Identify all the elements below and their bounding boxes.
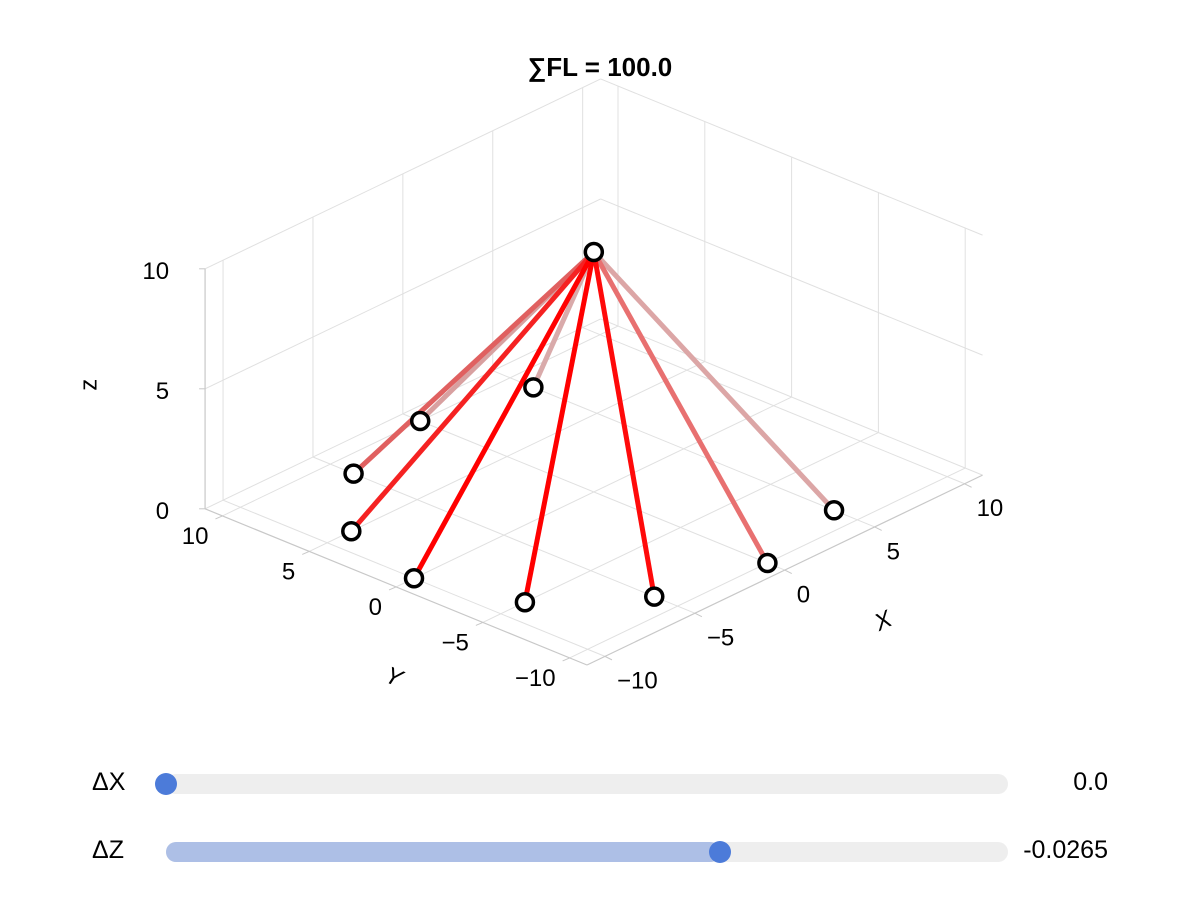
floor-gridline-y — [395, 396, 792, 588]
cable-line — [349, 250, 596, 533]
cable-line — [591, 251, 657, 598]
y-tick-label: 10 — [182, 523, 209, 550]
z-axis-label: z — [75, 379, 102, 391]
3d-line-chart: −10 −5 0 5 10 −10 −5 0 5 10 0 5 10 X Yz — [75, 78, 1004, 695]
apex-point — [583, 241, 605, 263]
x-tick-label: 0 — [797, 581, 810, 608]
delta-z-handle[interactable] — [709, 841, 732, 863]
anchor-point — [514, 591, 536, 613]
delta-x-label: ΔX — [92, 768, 126, 796]
x-tick-label: −10 — [617, 668, 658, 695]
anchor-point — [644, 586, 665, 607]
x-tick-label: 10 — [977, 495, 1004, 522]
anchor-point — [523, 377, 544, 398]
delta-x-track[interactable] — [155, 773, 1008, 795]
delta-x-value: 0.0 — [1073, 768, 1108, 796]
z-tick-label: 0 — [156, 498, 169, 525]
x-tick — [694, 612, 703, 618]
y-axis-label: Y — [381, 662, 408, 694]
anchor-point — [343, 463, 364, 484]
floor-gridline-y — [309, 361, 706, 552]
x-tick — [964, 483, 972, 488]
wall-gridline-z2 — [600, 318, 983, 476]
cable-line — [591, 250, 770, 565]
anchor-point — [823, 500, 845, 521]
y-tick-label: 0 — [369, 594, 382, 621]
cable-line — [591, 250, 836, 513]
y-tick-label: −5 — [441, 630, 468, 657]
floor-gridline-y — [482, 432, 879, 623]
wall-gridline-z — [204, 318, 601, 510]
y-tick-label: 5 — [282, 559, 295, 586]
chart-title: ∑FL = 100.0 — [527, 52, 673, 82]
delta-x-slider[interactable]: ΔX 0.0 — [0, 764, 1200, 804]
delta-z-value: -0.0265 — [1023, 836, 1108, 864]
y-tick — [215, 515, 223, 520]
y-tick — [562, 657, 570, 662]
z-tick-label: 10 — [142, 258, 169, 285]
delta-z-label: ΔZ — [92, 836, 124, 864]
delta-z-track[interactable] — [166, 841, 1008, 863]
delta-z-fill — [166, 842, 721, 862]
anchor-point — [403, 568, 425, 589]
x-tick-label: −5 — [707, 625, 734, 652]
cable-line — [411, 250, 597, 580]
x-tick — [874, 526, 882, 531]
z-tick-label: 5 — [156, 378, 169, 405]
x-tick — [604, 655, 613, 661]
wall-gridline-z — [204, 78, 601, 270]
x-axis-label: X — [869, 605, 897, 637]
wall-gridline-z — [204, 198, 601, 390]
anchor-point — [757, 552, 778, 574]
delta-x-handle[interactable] — [155, 773, 177, 795]
y-tick — [302, 550, 310, 555]
y-tick — [388, 586, 397, 591]
wall-gridline-z2 — [600, 198, 983, 356]
x-tick-label: 5 — [887, 538, 900, 565]
anchor-point — [341, 520, 362, 542]
anchor-point — [409, 410, 431, 432]
y-tick-label: −10 — [515, 665, 556, 692]
delta-z-slider[interactable]: ΔZ -0.0265 — [0, 832, 1200, 872]
x-tick — [784, 569, 793, 575]
cable-line — [522, 251, 597, 603]
y-tick — [475, 621, 484, 626]
wall-gridline-z2 — [600, 78, 983, 236]
cable-line — [351, 250, 596, 476]
